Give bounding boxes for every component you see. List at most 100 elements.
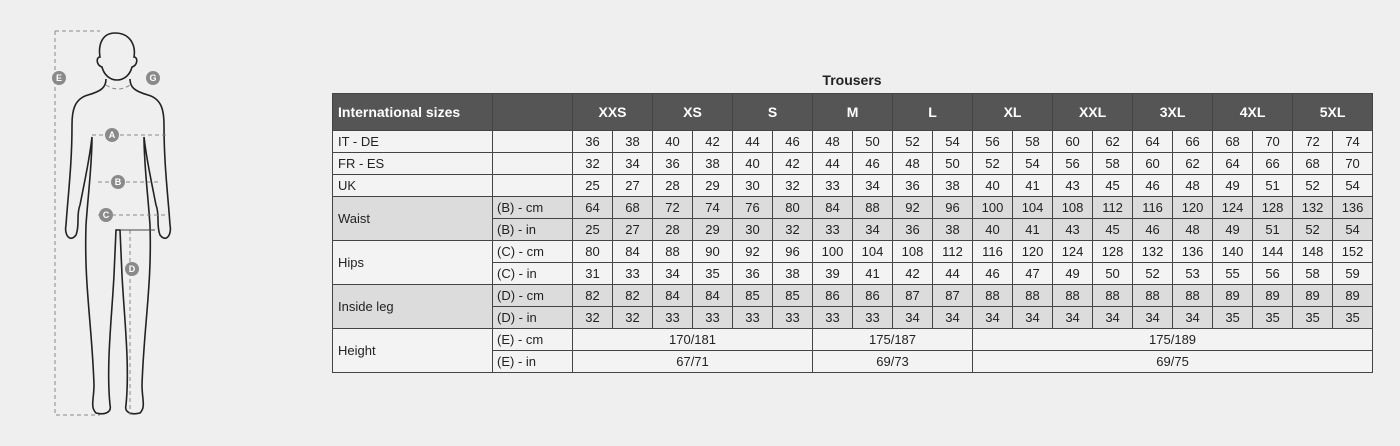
size-cell: 45 <box>1092 218 1134 241</box>
size-cell: 33 <box>772 306 814 329</box>
size-cell: 72 <box>652 196 694 219</box>
size-cell: 48 <box>1172 174 1214 197</box>
size-cell: 82 <box>572 284 613 307</box>
size-cell: 50 <box>932 152 974 175</box>
size-cell: 56 <box>1052 152 1094 175</box>
size-cell: 56 <box>1252 262 1294 285</box>
size-cell: 116 <box>1132 196 1174 219</box>
size-cell: 62 <box>1092 130 1134 153</box>
row-unit: (D) - cm <box>492 284 573 307</box>
size-cell: 32 <box>772 218 814 241</box>
size-cell: 25 <box>572 218 613 241</box>
label-a: A <box>109 130 116 140</box>
size-cell: 44 <box>932 262 974 285</box>
size-cell: 47 <box>1012 262 1054 285</box>
height-cell: 69/75 <box>972 350 1374 373</box>
table-row: (B) - in 25 27 28 29 30 32 33 34 36 38 40 41 43 45 46 48… <box>333 218 1374 241</box>
size-cell: 52 <box>972 152 1014 175</box>
size-cell: 50 <box>1092 262 1134 285</box>
size-cell: 86 <box>812 284 854 307</box>
body-measurement-figure: A B C D E G <box>52 30 172 416</box>
size-cell: 58 <box>1092 152 1134 175</box>
size-cell: 32 <box>611 306 654 329</box>
height-cell: 175/189 <box>972 328 1374 351</box>
size-cell: 96 <box>932 196 974 219</box>
size-cell: 92 <box>892 196 934 219</box>
size-header: XS <box>652 93 734 131</box>
size-cell: 140 <box>1212 240 1254 263</box>
size-cell: 48 <box>892 152 934 175</box>
size-cell: 34 <box>652 262 694 285</box>
size-cell: 76 <box>732 196 774 219</box>
size-cell: 50 <box>852 130 894 153</box>
size-cell: 120 <box>1012 240 1054 263</box>
size-cell: 36 <box>572 130 613 153</box>
size-cell: 34 <box>1012 306 1054 329</box>
size-cell: 34 <box>611 152 654 175</box>
size-cell: 89 <box>1212 284 1254 307</box>
size-cell: 41 <box>852 262 894 285</box>
size-cell: 36 <box>892 174 934 197</box>
size-cell: 46 <box>972 262 1014 285</box>
size-cell: 88 <box>1012 284 1054 307</box>
row-unit: (E) - in <box>492 350 573 373</box>
size-cell: 128 <box>1252 196 1294 219</box>
size-cell: 49 <box>1212 174 1254 197</box>
label-g: G <box>149 73 156 83</box>
size-cell: 58 <box>1012 130 1054 153</box>
size-cell: 132 <box>1132 240 1174 263</box>
size-cell: 33 <box>692 306 734 329</box>
size-cell: 100 <box>812 240 854 263</box>
row-unit: (B) - cm <box>492 196 573 219</box>
size-cell: 46 <box>1132 218 1174 241</box>
size-cell: 53 <box>1172 262 1214 285</box>
table-row: FR - ES 32 34 36 38 40 42 44 46 48 50 52 54 56 58 60 62 6… <box>332 152 1374 175</box>
size-cell: 38 <box>932 174 974 197</box>
row-unit: (D) - in <box>492 306 573 329</box>
size-cell: 34 <box>932 306 974 329</box>
size-cell: 40 <box>652 130 694 153</box>
size-cell: 33 <box>852 306 894 329</box>
size-cell: 80 <box>572 240 613 263</box>
row-label: UK <box>332 174 493 197</box>
size-header: XXL <box>1052 93 1134 131</box>
size-cell: 132 <box>1292 196 1334 219</box>
size-cell: 42 <box>892 262 934 285</box>
height-cell: 67/71 <box>571 350 814 373</box>
size-cell: 36 <box>892 218 934 241</box>
size-cell: 51 <box>1252 218 1294 241</box>
size-cell: 44 <box>732 130 774 153</box>
size-cell: 35 <box>1212 306 1254 329</box>
size-cell: 136 <box>1332 196 1374 219</box>
size-cell: 33 <box>812 218 854 241</box>
row-unit: (E) - cm <box>492 328 573 351</box>
header-row: International sizes XXS XS S M L XL XXL 3XL 4XL 5X… <box>332 93 1374 131</box>
size-cell: 46 <box>1132 174 1174 197</box>
size-cell: 70 <box>1332 152 1374 175</box>
size-cell: 41 <box>1012 174 1054 197</box>
height-cell: 170/181 <box>571 328 814 351</box>
size-header: M <box>812 93 894 131</box>
size-cell: 89 <box>1252 284 1294 307</box>
size-cell: 38 <box>932 218 974 241</box>
size-cell: 29 <box>692 218 734 241</box>
size-cell: 70 <box>1252 130 1294 153</box>
size-cell: 35 <box>1252 306 1294 329</box>
size-cell: 33 <box>611 262 654 285</box>
size-cell: 33 <box>812 174 854 197</box>
size-cell: 120 <box>1172 196 1214 219</box>
size-cell: 39 <box>812 262 854 285</box>
size-cell: 34 <box>1172 306 1214 329</box>
header-label: International sizes <box>332 93 493 131</box>
size-cell: 68 <box>1212 130 1254 153</box>
table-row: (D) - in 32 32 33 33 33 33 33 33 34 34 34 34 34 34 34 34… <box>333 306 1374 329</box>
size-cell: 84 <box>692 284 734 307</box>
size-cell: 48 <box>1172 218 1214 241</box>
size-cell: 108 <box>892 240 934 263</box>
group-label: Hips <box>332 240 493 285</box>
size-cell: 52 <box>1132 262 1174 285</box>
size-cell: 29 <box>692 174 734 197</box>
table-row: (C) - in 31 33 34 35 36 38 39 41 42 44 46 47 49 50 52 53… <box>333 262 1374 285</box>
label-d: D <box>129 264 136 274</box>
size-cell: 34 <box>1092 306 1134 329</box>
